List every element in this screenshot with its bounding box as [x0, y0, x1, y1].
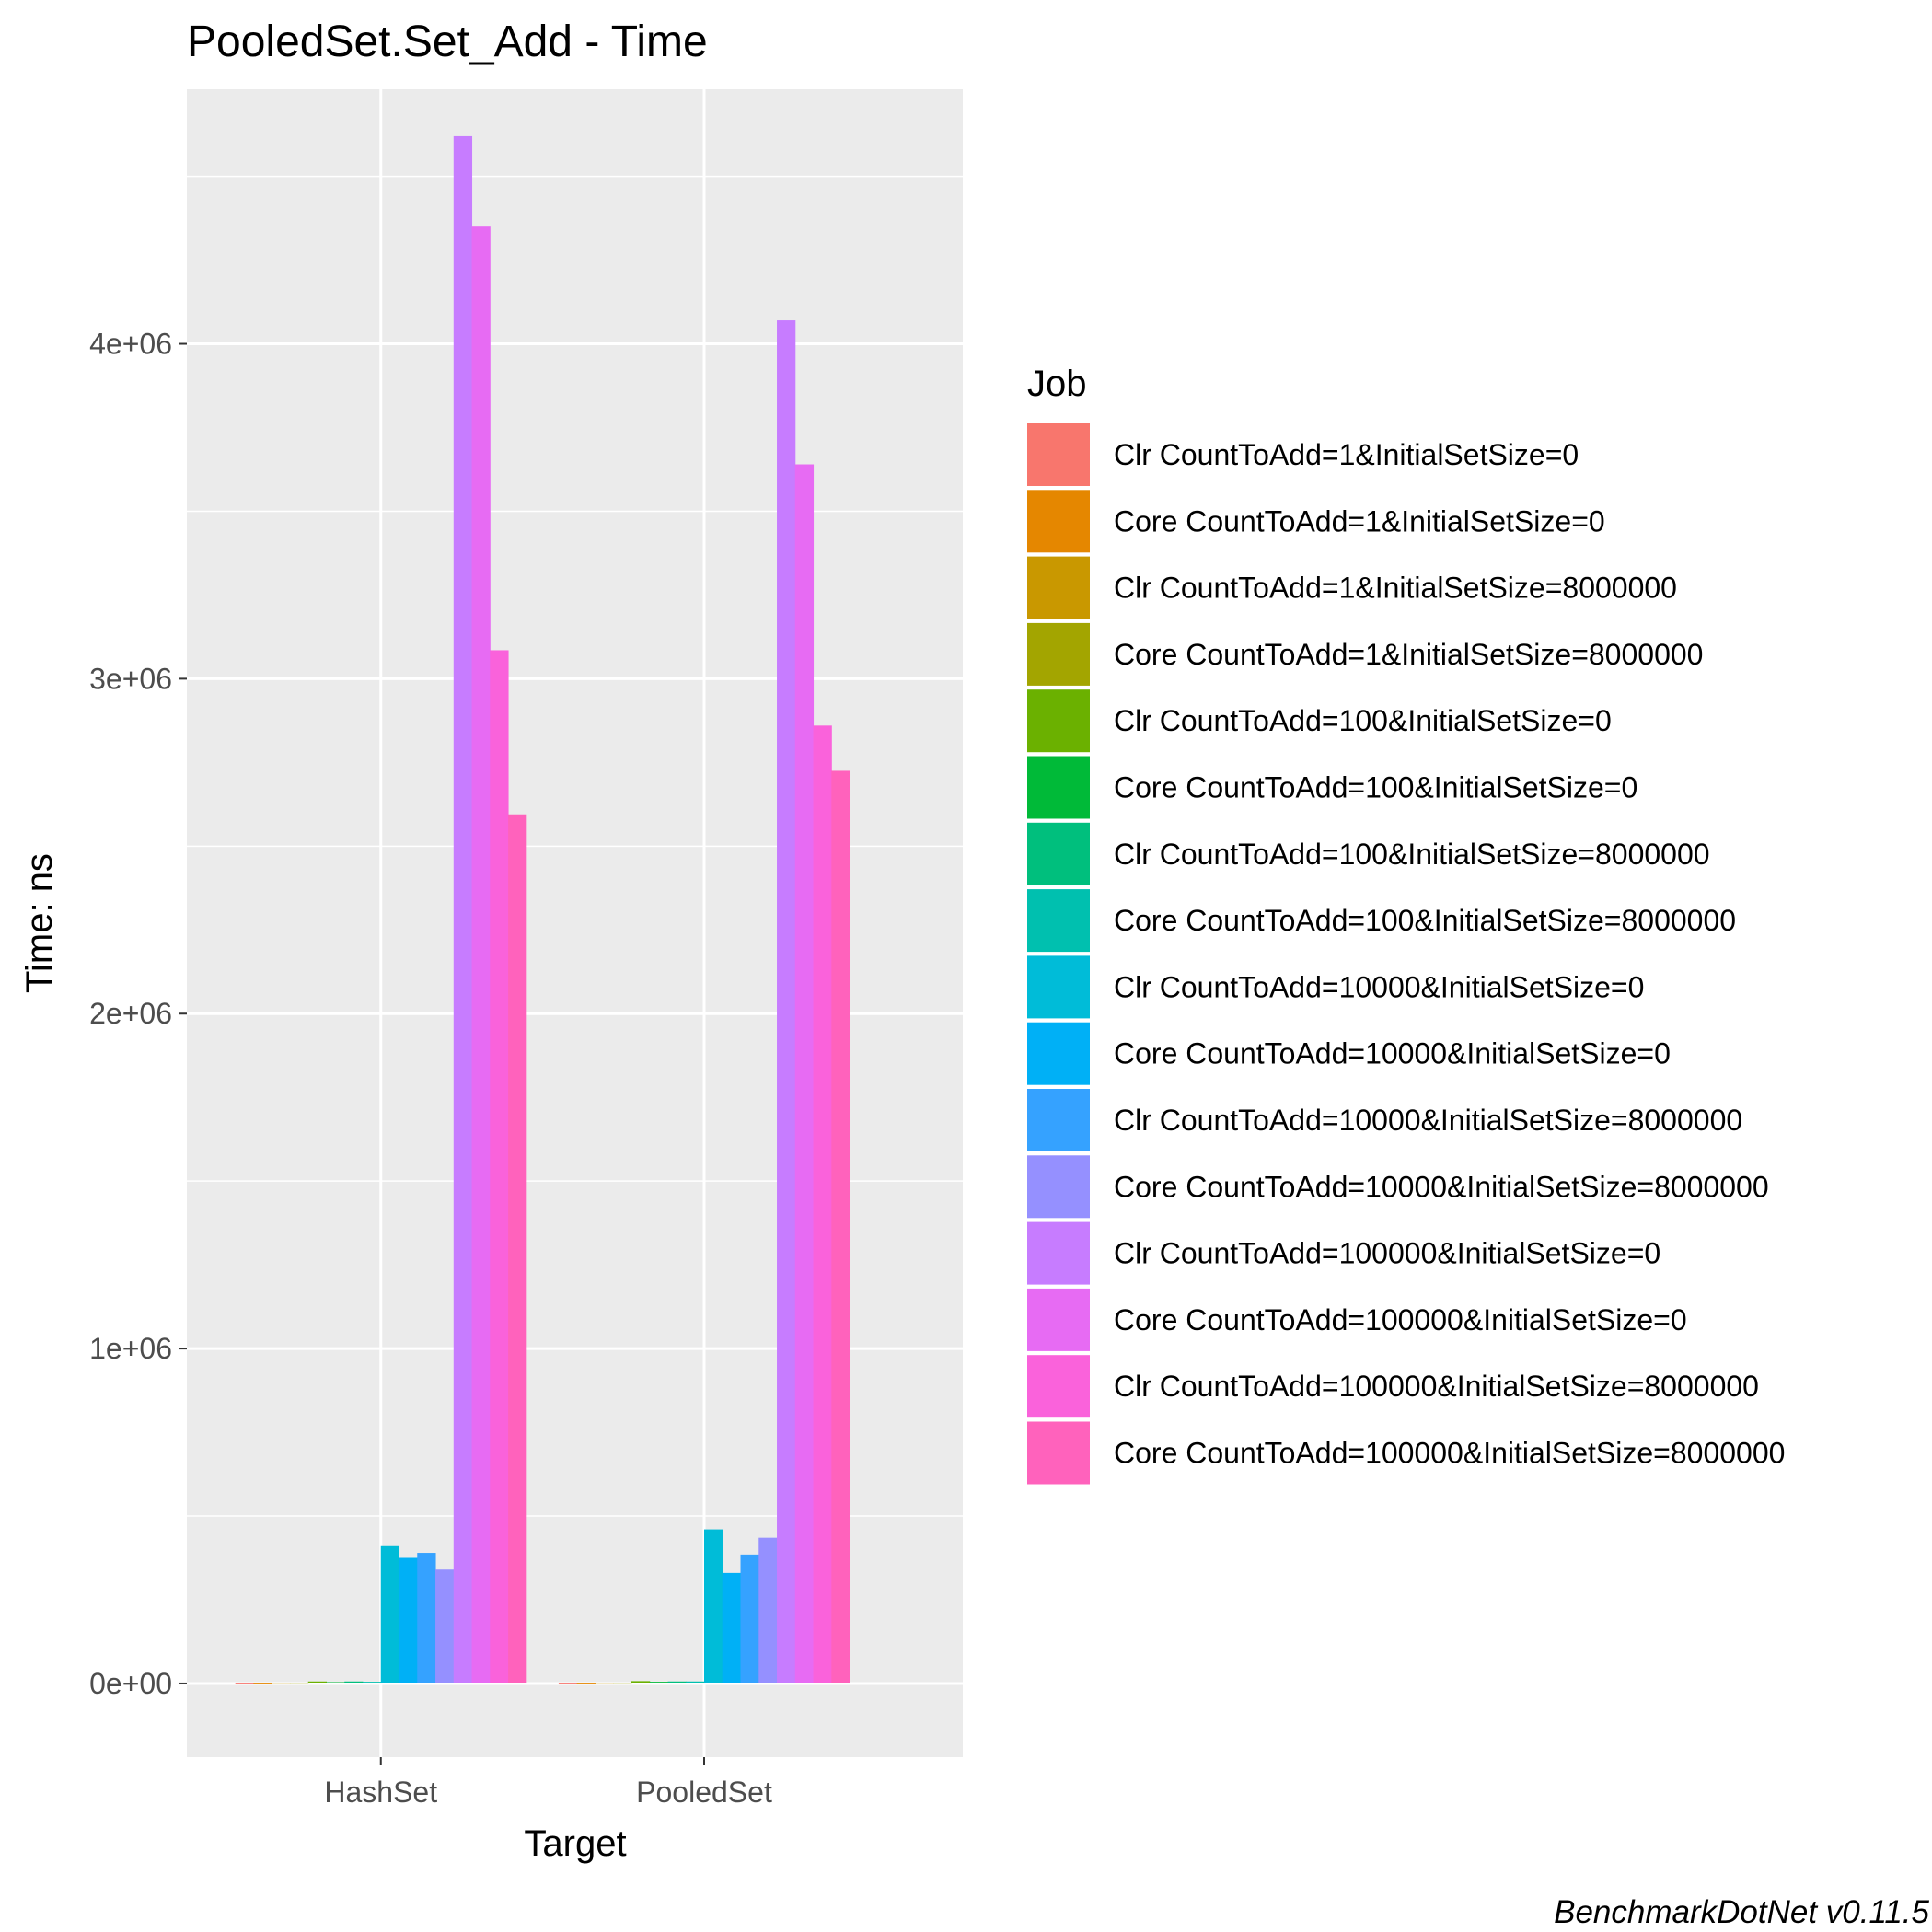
bar [576, 1683, 596, 1684]
legend-key [1027, 822, 1090, 885]
y-tick-label: 2e+06 [89, 997, 172, 1030]
bar [362, 1682, 382, 1683]
legend-label: Clr CountToAdd=100&InitialSetSize=800000… [1114, 838, 1710, 871]
bar [831, 770, 850, 1683]
legend-label: Clr CountToAdd=10000&InitialSetSize=8000… [1114, 1104, 1742, 1137]
legend-key [1027, 1421, 1090, 1485]
legend-key [1027, 756, 1090, 819]
legend-label: Core CountToAdd=100000&InitialSetSize=80… [1114, 1437, 1785, 1470]
y-tick-label: 4e+06 [89, 328, 172, 361]
legend-label: Core CountToAdd=10000&InitialSetSize=800… [1114, 1170, 1769, 1203]
legend-label: Clr CountToAdd=100&InitialSetSize=0 [1114, 704, 1612, 737]
legend-key [1027, 423, 1090, 486]
bars [235, 135, 850, 1684]
legend-key [1027, 889, 1090, 953]
legend-label: Clr CountToAdd=100000&InitialSetSize=800… [1114, 1370, 1759, 1403]
bar [558, 1683, 578, 1684]
legend-label: Clr CountToAdd=100000&InitialSetSize=0 [1114, 1237, 1660, 1270]
x-tick-label: HashSet [324, 1776, 437, 1809]
bar [631, 1681, 651, 1683]
legend-key [1027, 1022, 1090, 1085]
x-axis-title: Target [524, 1823, 626, 1864]
bar [758, 1537, 778, 1683]
legend-key [1027, 689, 1090, 753]
y-tick-label: 3e+06 [89, 662, 172, 695]
legend-key [1027, 1155, 1090, 1219]
bar [326, 1682, 345, 1683]
bar [417, 1553, 436, 1683]
bar [794, 464, 815, 1683]
legend-label: Clr CountToAdd=1&InitialSetSize=8000000 [1114, 572, 1677, 605]
legend-key [1027, 556, 1090, 619]
bar [722, 1572, 742, 1683]
legend-key [1027, 622, 1090, 686]
bar [235, 1683, 254, 1684]
bar [307, 1681, 327, 1683]
bar [704, 1529, 723, 1683]
bar [508, 814, 527, 1683]
caption: BenchmarkDotNet v0.11.5 [1554, 1894, 1929, 1930]
bar [686, 1681, 705, 1683]
legend-label: Core CountToAdd=1&InitialSetSize=8000000 [1114, 638, 1703, 671]
bar [490, 650, 509, 1683]
legend: Job Clr CountToAdd=1&InitialSetSize=0 Cor… [1027, 364, 1785, 1485]
legend-key [1027, 1355, 1090, 1418]
bar [813, 725, 832, 1683]
legend-label: Clr CountToAdd=1&InitialSetSize=0 [1114, 438, 1579, 471]
bar [471, 226, 491, 1683]
y-axis-title: Time: ns [19, 853, 60, 993]
legend-label: Core CountToAdd=100&InitialSetSize=80000… [1114, 904, 1736, 937]
x-axis: HashSet PooledSet [324, 1757, 772, 1809]
bar [399, 1557, 418, 1683]
bar [740, 1554, 759, 1683]
legend-key [1027, 955, 1090, 1019]
legend-label: Core CountToAdd=10000&InitialSetSize=0 [1114, 1037, 1671, 1070]
legend-key [1027, 490, 1090, 553]
bar [649, 1682, 668, 1683]
legend-label: Clr CountToAdd=10000&InitialSetSize=0 [1114, 970, 1644, 1003]
bar [667, 1681, 687, 1683]
legend-key [1027, 1288, 1090, 1351]
bar [777, 320, 796, 1683]
legend-label: Core CountToAdd=100&InitialSetSize=0 [1114, 771, 1637, 804]
y-tick-label: 1e+06 [89, 1332, 172, 1365]
legend-key [1027, 1089, 1090, 1151]
legend-label: Core CountToAdd=100000&InitialSetSize=0 [1114, 1303, 1687, 1336]
bar [344, 1681, 364, 1683]
bar [435, 1569, 455, 1683]
bar [453, 135, 473, 1683]
x-tick-label: PooledSet [636, 1776, 772, 1809]
legend-key [1027, 1221, 1090, 1285]
legend-label: Core CountToAdd=1&InitialSetSize=0 [1114, 504, 1605, 538]
chart-title: PooledSet.Set_Add - Time [187, 17, 708, 66]
bar [253, 1683, 272, 1684]
y-tick-label: 0e+00 [89, 1667, 172, 1700]
legend-title: Job [1027, 364, 1087, 404]
y-axis: 0e+00 1e+06 2e+06 3e+06 4e+06 [89, 328, 187, 1700]
bar [380, 1545, 400, 1683]
